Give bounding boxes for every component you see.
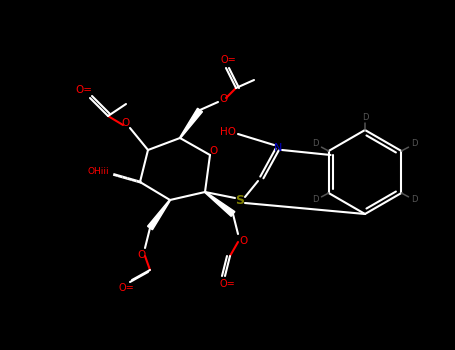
Text: O: O — [121, 118, 129, 128]
Text: HO: HO — [220, 127, 236, 137]
Text: O=: O= — [118, 283, 134, 293]
Text: O: O — [239, 236, 247, 246]
Text: OHiii: OHiii — [87, 168, 109, 176]
Text: O=: O= — [219, 279, 235, 289]
Text: D: D — [411, 140, 418, 148]
Text: O: O — [210, 146, 218, 156]
Text: O=: O= — [220, 55, 236, 65]
Text: O=: O= — [76, 85, 92, 95]
Text: O: O — [220, 94, 228, 104]
Text: N: N — [274, 143, 282, 153]
Text: O: O — [138, 250, 146, 260]
Text: S: S — [236, 194, 244, 206]
Polygon shape — [147, 200, 171, 230]
Polygon shape — [205, 191, 235, 216]
Text: D: D — [411, 196, 418, 204]
Polygon shape — [180, 108, 202, 138]
Text: D: D — [313, 140, 319, 148]
Text: D: D — [313, 196, 319, 204]
Text: D: D — [362, 112, 368, 121]
